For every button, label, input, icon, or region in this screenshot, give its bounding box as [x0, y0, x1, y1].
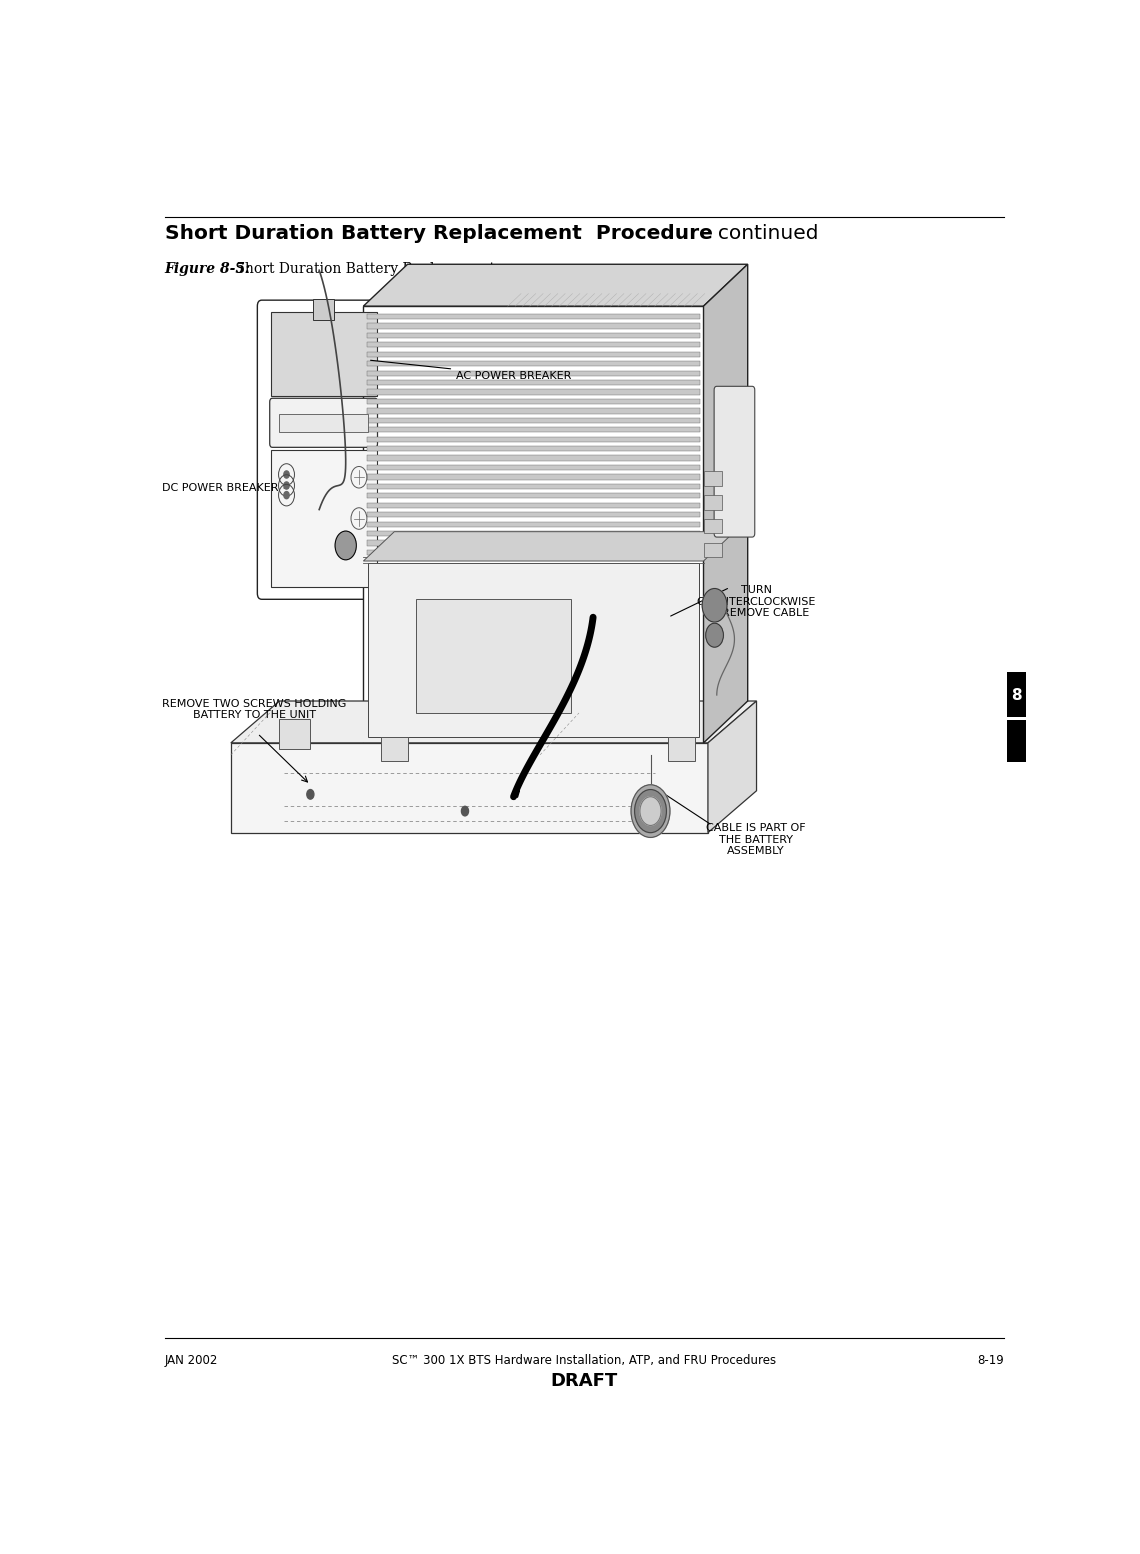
FancyBboxPatch shape — [279, 413, 368, 432]
FancyBboxPatch shape — [367, 502, 700, 508]
Text: DRAFT: DRAFT — [551, 1372, 618, 1391]
FancyBboxPatch shape — [367, 323, 700, 328]
Text: Short Duration Battery Replacement  Procedure: Short Duration Battery Replacement Proce… — [164, 224, 712, 242]
Polygon shape — [703, 264, 748, 743]
Text: REMOVE TWO SCREWS HOLDING
BATTERY TO THE UNIT: REMOVE TWO SCREWS HOLDING BATTERY TO THE… — [162, 699, 347, 720]
FancyBboxPatch shape — [367, 427, 700, 432]
FancyBboxPatch shape — [367, 550, 700, 555]
FancyBboxPatch shape — [705, 542, 722, 558]
Circle shape — [706, 623, 724, 646]
FancyBboxPatch shape — [367, 446, 700, 451]
FancyBboxPatch shape — [367, 333, 700, 339]
FancyBboxPatch shape — [367, 493, 700, 499]
Polygon shape — [708, 701, 757, 833]
FancyBboxPatch shape — [367, 513, 700, 517]
Polygon shape — [364, 264, 748, 306]
FancyBboxPatch shape — [381, 737, 408, 761]
Polygon shape — [230, 743, 708, 833]
FancyBboxPatch shape — [367, 531, 700, 536]
FancyBboxPatch shape — [367, 455, 700, 460]
FancyBboxPatch shape — [367, 351, 700, 357]
Text: 8-19: 8-19 — [977, 1355, 1004, 1368]
Circle shape — [632, 785, 670, 838]
Text: Figure 8-5:: Figure 8-5: — [164, 263, 251, 277]
FancyBboxPatch shape — [279, 720, 310, 749]
Circle shape — [462, 807, 469, 816]
FancyBboxPatch shape — [367, 418, 700, 423]
FancyBboxPatch shape — [367, 483, 700, 490]
Circle shape — [640, 797, 661, 825]
FancyBboxPatch shape — [368, 564, 699, 737]
Text: CABLE IS PART OF
THE BATTERY
ASSEMBLY: CABLE IS PART OF THE BATTERY ASSEMBLY — [706, 824, 806, 856]
FancyBboxPatch shape — [1007, 673, 1026, 716]
Circle shape — [284, 491, 290, 499]
Polygon shape — [230, 701, 757, 743]
Text: DC POWER BREAKER: DC POWER BREAKER — [162, 483, 288, 493]
Text: Short Duration Battery Replacement: Short Duration Battery Replacement — [230, 263, 495, 277]
Text: 8: 8 — [1011, 687, 1021, 702]
FancyBboxPatch shape — [1007, 720, 1026, 761]
FancyBboxPatch shape — [367, 314, 700, 319]
FancyBboxPatch shape — [367, 381, 700, 385]
FancyBboxPatch shape — [367, 522, 700, 527]
Text: AC POWER BREAKER: AC POWER BREAKER — [370, 361, 571, 381]
FancyBboxPatch shape — [714, 387, 755, 538]
FancyBboxPatch shape — [270, 449, 376, 587]
FancyBboxPatch shape — [705, 519, 722, 533]
FancyBboxPatch shape — [270, 312, 376, 396]
Text: JAN 2002: JAN 2002 — [164, 1355, 218, 1368]
FancyBboxPatch shape — [705, 471, 722, 485]
FancyBboxPatch shape — [258, 300, 390, 600]
Circle shape — [635, 789, 667, 833]
FancyBboxPatch shape — [367, 370, 700, 376]
FancyBboxPatch shape — [314, 298, 334, 320]
Text: SC™ 300 1X BTS Hardware Installation, ATP, and FRU Procedures: SC™ 300 1X BTS Hardware Installation, AT… — [392, 1355, 776, 1368]
FancyBboxPatch shape — [367, 342, 700, 348]
Circle shape — [702, 589, 727, 622]
Circle shape — [335, 531, 357, 559]
FancyBboxPatch shape — [367, 390, 700, 395]
Circle shape — [284, 482, 290, 490]
Circle shape — [284, 471, 290, 479]
FancyBboxPatch shape — [367, 474, 700, 480]
FancyBboxPatch shape — [367, 541, 700, 545]
Polygon shape — [364, 531, 734, 561]
Text: – continued: – continued — [694, 224, 819, 242]
FancyBboxPatch shape — [705, 496, 722, 510]
FancyBboxPatch shape — [668, 737, 694, 761]
FancyBboxPatch shape — [367, 399, 700, 404]
Text: TURN
COUNTERCLOCKWISE
TO REMOVE CABLE: TURN COUNTERCLOCKWISE TO REMOVE CABLE — [697, 584, 816, 618]
Circle shape — [307, 789, 314, 799]
FancyBboxPatch shape — [367, 465, 700, 471]
FancyBboxPatch shape — [367, 437, 700, 441]
FancyBboxPatch shape — [367, 361, 700, 367]
FancyBboxPatch shape — [364, 306, 703, 743]
FancyBboxPatch shape — [270, 398, 377, 448]
FancyBboxPatch shape — [367, 409, 700, 413]
FancyBboxPatch shape — [416, 600, 571, 713]
